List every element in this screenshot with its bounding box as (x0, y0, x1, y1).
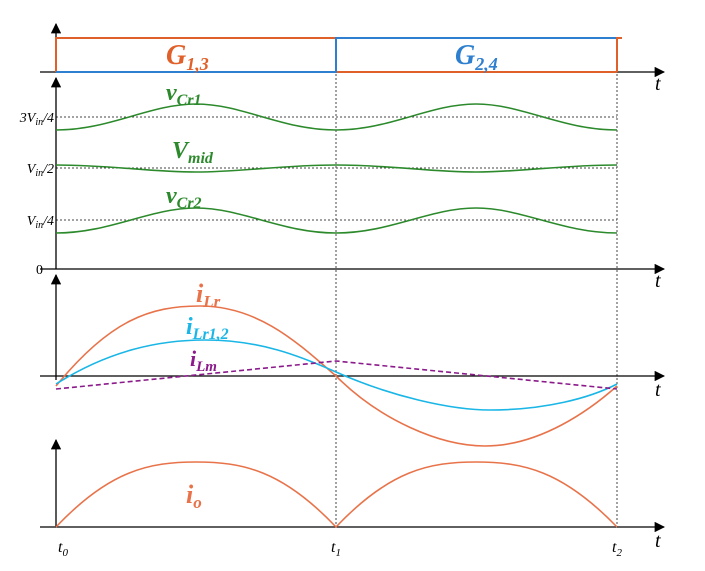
gate-t-axis-label: t (655, 73, 661, 95)
g24-label: G2,4 (455, 40, 498, 74)
g13-restart (616, 37, 622, 72)
ilm-wave (55, 360, 618, 390)
vcr2-label: vCr2 (166, 183, 202, 212)
g13-label: G1,3 (166, 40, 209, 74)
y-tick-zero: 0 (36, 263, 43, 278)
ilr12-label: iLr1,2 (186, 314, 229, 343)
ilr-wave (55, 305, 618, 447)
io-label: io (186, 480, 202, 512)
t1-label: t1 (331, 539, 341, 559)
vcr1-wave (55, 103, 618, 131)
t0-label: t0 (58, 539, 68, 559)
t2-label: t2 (612, 539, 622, 559)
y-tick-quarter: Vin/4 (27, 214, 54, 231)
io-wave (55, 461, 618, 529)
vmid-label: Vmid (172, 138, 214, 167)
vcr1-label: vCr1 (166, 80, 202, 109)
voltage-t-axis-label: t (655, 270, 661, 292)
current-t-axis-label: t (655, 379, 661, 401)
vmid-wave (55, 164, 618, 173)
ilr12-wave (55, 339, 618, 411)
vcr2-wave (55, 207, 618, 234)
y-tick-half: Vin/2 (27, 162, 54, 179)
ilm-label: iLm (190, 346, 217, 375)
ilr-label: iLr (196, 279, 221, 311)
g24-pulse (56, 37, 618, 73)
y-tick-3quarter: 3Vin/4 (19, 111, 54, 128)
output-t-axis-label: t (655, 530, 661, 552)
